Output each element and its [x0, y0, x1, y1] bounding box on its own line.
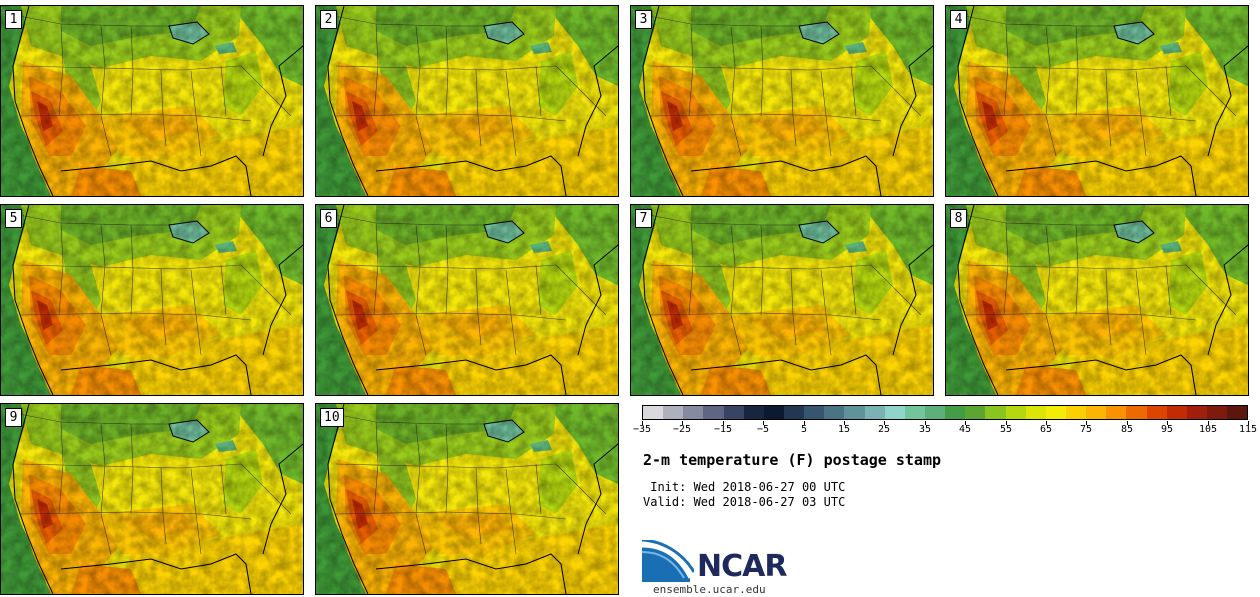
- temperature-map: [316, 6, 618, 196]
- colorbar-tick-label: 115: [1238, 424, 1258, 435]
- member-panel: 9: [0, 403, 304, 595]
- colorbar-tick: [1086, 421, 1087, 425]
- member-panel: 10: [315, 403, 619, 595]
- colorbar-swatch: [1045, 406, 1066, 419]
- colorbar-swatch: [763, 406, 784, 419]
- colorbar-swatch: [1206, 406, 1228, 419]
- colorbar-tick-label: 105: [1198, 424, 1218, 435]
- colorbar-tick: [884, 421, 885, 425]
- temperature-map: [1, 6, 303, 196]
- member-panel: 7: [630, 204, 934, 396]
- temperature-map: [946, 205, 1248, 395]
- temperature-map: [1, 404, 303, 594]
- init-time: Init: Wed 2018-06-27 00 UTC: [643, 480, 846, 494]
- colorbar-swatch: [663, 406, 684, 419]
- colorbar-swatch: [1005, 406, 1026, 419]
- colorbar-tick: [804, 421, 805, 425]
- colorbar-swatch: [824, 406, 845, 419]
- member-panel: 6: [315, 204, 619, 396]
- colorbar-swatch: [783, 406, 805, 419]
- ncar-logo-icon: [642, 540, 694, 582]
- temperature-map: [631, 6, 933, 196]
- colorbar-tick: [1248, 421, 1249, 425]
- ncar-wordmark: NCAR: [697, 549, 787, 584]
- temperature-map: [631, 205, 933, 395]
- member-label: 1: [5, 10, 22, 29]
- colorbar-tick-label: 85: [1120, 424, 1134, 435]
- colorbar-swatch: [643, 406, 664, 419]
- temperature-map: [316, 205, 618, 395]
- colorbar-swatch: [804, 406, 825, 419]
- colorbar-tick: [1006, 421, 1007, 425]
- colorbar-tick-label: −5: [756, 424, 770, 435]
- colorbar-swatch: [1227, 406, 1248, 419]
- colorbar-tick-label: 95: [1160, 424, 1174, 435]
- colorbar-tick: [1046, 421, 1047, 425]
- colorbar-swatch: [683, 406, 704, 419]
- temperature-map: [1, 205, 303, 395]
- member-panel: 8: [945, 204, 1249, 396]
- colorbar-tick: [682, 421, 683, 425]
- colorbar-swatch: [1186, 406, 1207, 419]
- colorbar-tick-label: −35: [632, 424, 652, 435]
- colorbar-tick: [1127, 421, 1128, 425]
- temperature-map: [316, 404, 618, 594]
- colorbar-tick-label: 75: [1079, 424, 1093, 435]
- logo-url: ensemble.ucar.edu: [653, 583, 766, 596]
- colorbar-swatch: [884, 406, 905, 419]
- colorbar-tick-label: 45: [958, 424, 972, 435]
- colorbar-tick-label: 25: [877, 424, 891, 435]
- colorbar-swatch: [965, 406, 986, 419]
- member-label: 7: [635, 209, 652, 228]
- member-panel: 4: [945, 5, 1249, 197]
- colorbar-swatch: [945, 406, 966, 419]
- colorbar-tick-label: 65: [1039, 424, 1053, 435]
- colorbar-tick: [763, 421, 764, 425]
- member-label: 2: [320, 10, 337, 29]
- colorbar-tick: [723, 421, 724, 425]
- colorbar-tick: [1208, 421, 1209, 425]
- member-panel: 5: [0, 204, 304, 396]
- member-label: 10: [320, 408, 344, 427]
- colorbar-swatch: [703, 406, 724, 419]
- colorbar-swatch: [1025, 406, 1046, 419]
- colorbar-swatch: [1065, 406, 1087, 419]
- member-label: 6: [320, 209, 337, 228]
- colorbar-tick: [1167, 421, 1168, 425]
- member-label: 3: [635, 10, 652, 29]
- colorbar-swatch: [1086, 406, 1107, 419]
- valid-time: Valid: Wed 2018-06-27 03 UTC: [643, 495, 846, 509]
- colorbar-tick-label: 15: [837, 424, 851, 435]
- colorbar-swatch: [985, 406, 1006, 419]
- temperature-colorbar: [642, 405, 1248, 420]
- colorbar-swatch: [1106, 406, 1127, 419]
- colorbar-swatch: [1166, 406, 1187, 419]
- colorbar-swatch: [723, 406, 744, 419]
- colorbar-swatch: [924, 406, 946, 419]
- colorbar-swatch: [1146, 406, 1167, 419]
- member-panel: 1: [0, 5, 304, 197]
- member-label: 5: [5, 209, 22, 228]
- colorbar-tick-label: 55: [999, 424, 1013, 435]
- member-label: 8: [950, 209, 967, 228]
- member-label: 9: [5, 408, 22, 427]
- colorbar-tick-label: −25: [672, 424, 692, 435]
- colorbar-tick-label: −15: [713, 424, 733, 435]
- colorbar-tick: [965, 421, 966, 425]
- chart-title: 2-m temperature (F) postage stamp: [643, 451, 942, 469]
- colorbar-swatch: [864, 406, 885, 419]
- colorbar-tick-label: 5: [800, 424, 808, 435]
- colorbar-swatch: [1126, 406, 1147, 419]
- member-label: 4: [950, 10, 967, 29]
- colorbar-tick: [642, 421, 643, 425]
- colorbar-tick: [925, 421, 926, 425]
- colorbar-tick: [844, 421, 845, 425]
- member-panel: 3: [630, 5, 934, 197]
- colorbar-tick-label: 35: [918, 424, 932, 435]
- colorbar-swatch: [904, 406, 925, 419]
- temperature-map: [946, 6, 1248, 196]
- member-panel: 2: [315, 5, 619, 197]
- colorbar-swatch: [844, 406, 865, 419]
- colorbar-swatch: [743, 406, 764, 419]
